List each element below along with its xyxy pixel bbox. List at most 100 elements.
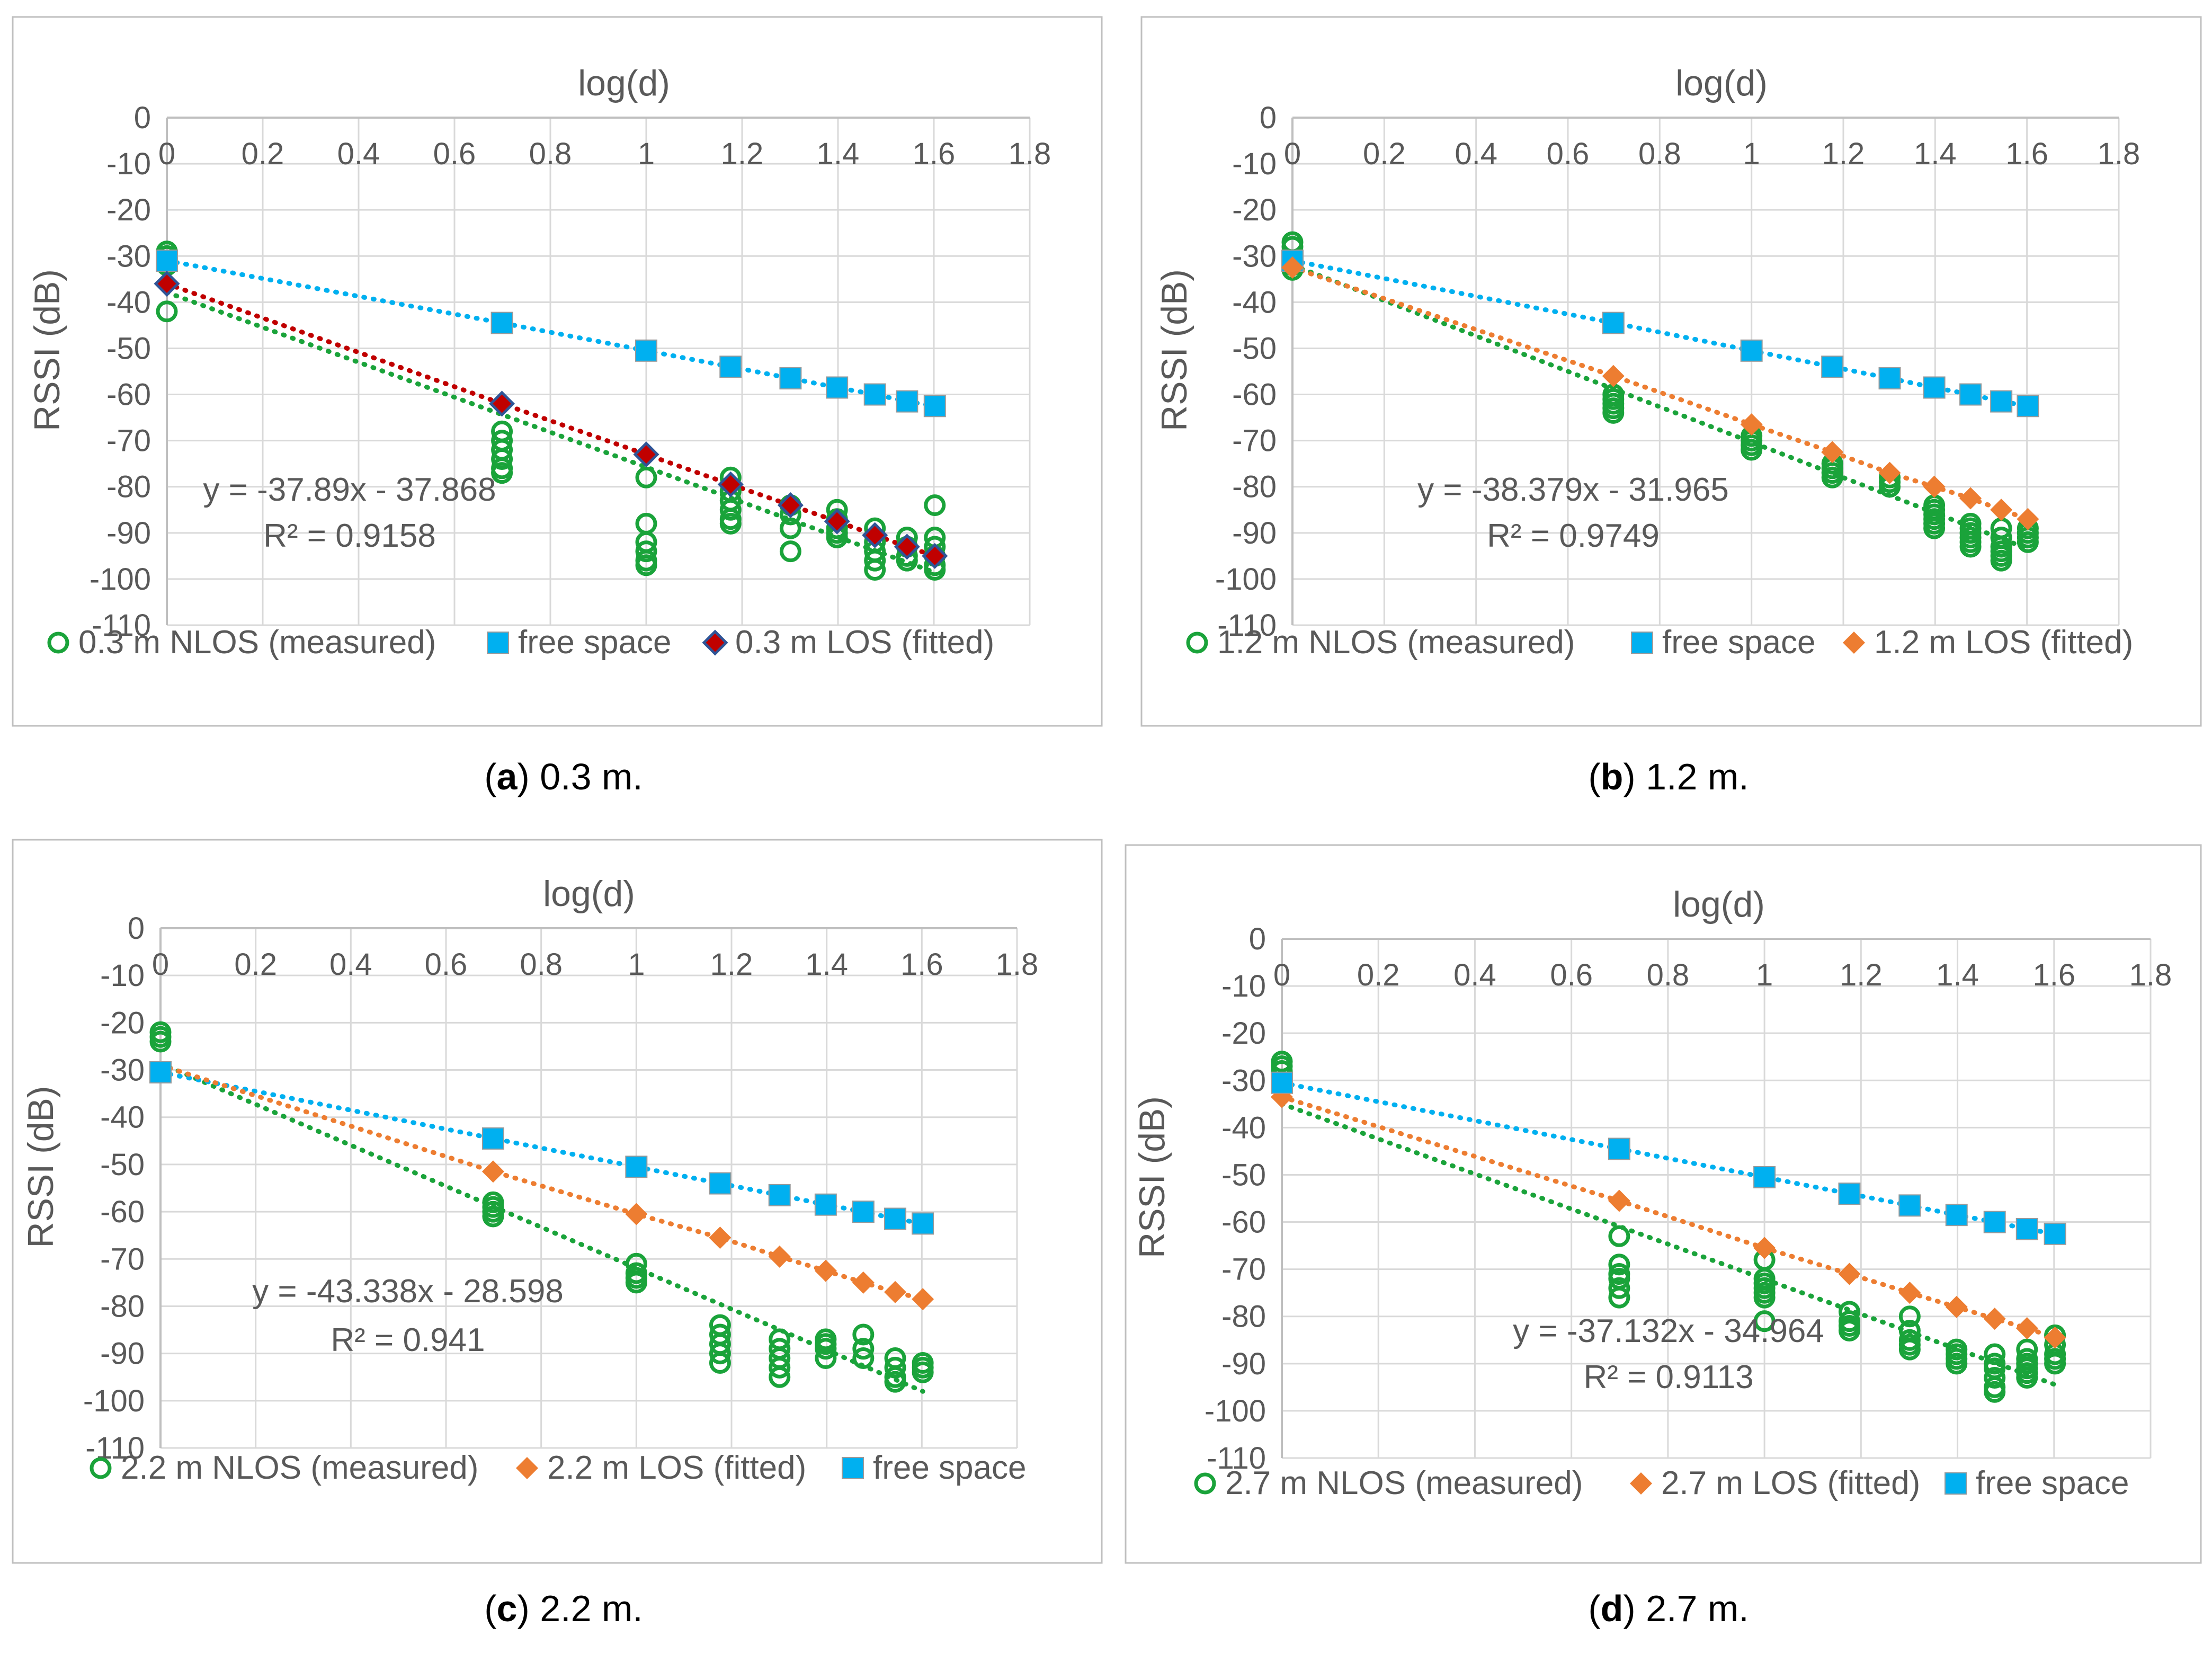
x-tick-label: 1.6 (2032, 958, 2075, 992)
y-tick-label: -10 (100, 958, 145, 993)
free-space-point (1990, 390, 2013, 413)
measured-point (1984, 1343, 2006, 1365)
caption-paren-close: ) (1623, 1588, 1646, 1629)
y-axis-label: RSSI (dB) (1132, 1096, 1172, 1258)
chart-frame (1125, 844, 2202, 1564)
free-space-point (719, 356, 742, 378)
y-tick-label: -60 (1232, 378, 1277, 412)
measured-point (1602, 402, 1625, 424)
measured-trendline (1290, 262, 2030, 552)
free-space-point (156, 249, 178, 272)
x-tick-label: 0 (1273, 958, 1290, 992)
measured-point (1923, 517, 1946, 539)
legend-entry-label: 0.3 m LOS (fitted) (735, 624, 994, 661)
caption-paren-close: ) (517, 756, 540, 797)
measured-point (864, 549, 886, 572)
fitted-point (633, 441, 659, 468)
y-tick-label: -20 (106, 193, 151, 227)
y-tick-label: -110 (92, 608, 151, 643)
free-space-point (768, 1184, 791, 1206)
y-tick-label: 0 (128, 911, 145, 946)
y-tick-label: -100 (1205, 1394, 1266, 1428)
fitted-point (922, 543, 948, 569)
free-space-point (896, 390, 918, 413)
caption-text: 0.3 m. (540, 756, 643, 797)
y-tick-label: -90 (100, 1337, 145, 1371)
trendline-equation: y = -43.338x - 28.598 (252, 1273, 564, 1310)
legend-measured-marker (1194, 1472, 1216, 1495)
fitted-point (768, 1245, 791, 1268)
y-tick-label: -30 (1221, 1063, 1266, 1098)
x-tick-label: 0.4 (1455, 137, 1497, 171)
y-tick-label: -50 (100, 1148, 145, 1182)
legend: 0.3 m NLOS (measured) free space 0.3 m LOS… (47, 624, 994, 661)
measured-point (2044, 1353, 2066, 1375)
trendline-equation: y = -37.89x - 37.868 (203, 472, 496, 508)
chart-panel-b: 0 0.2 0.4 0.6 0.8 1 1.2 1.4 1.6 1.80-10-20-30-40-… (1140, 16, 2202, 727)
fitted-trendline (164, 281, 938, 558)
panel-caption: (d) 2.7 m. (1588, 1588, 1749, 1629)
fitted-point (1923, 475, 1946, 498)
measured-point (769, 1366, 791, 1388)
y-tick-label: -30 (106, 239, 151, 273)
legend-measured-marker (1186, 632, 1208, 654)
fitted-point (1821, 441, 1844, 464)
measured-point (779, 517, 801, 539)
measured-point (769, 1356, 791, 1379)
fitted-point (1990, 499, 2013, 521)
fitted-point (1740, 413, 1763, 436)
panel-caption: (a) 0.3 m. (484, 756, 643, 797)
legend-entry-label: 2.7 m NLOS (measured) (1225, 1465, 1583, 1501)
r-squared-label: R² = 0.9749 (1487, 518, 1660, 554)
measured-point (1898, 1305, 1921, 1328)
free-space-point (814, 1193, 837, 1216)
legend-free-space-marker (1945, 1472, 1967, 1495)
y-tick-label: -60 (100, 1195, 145, 1229)
y-tick-label: -90 (106, 516, 151, 550)
chart-frame (1140, 16, 2202, 727)
caption-paren-open: ( (1588, 1588, 1600, 1629)
measured-point (149, 1030, 172, 1053)
y-tick-label: -80 (1232, 470, 1277, 504)
free-space-point (2044, 1222, 2066, 1245)
x-tick-label: 0.2 (1357, 958, 1400, 992)
fitted-point (912, 1288, 934, 1311)
x-tick-label: 1 (1743, 137, 1760, 171)
fitted-point (1838, 1263, 1861, 1285)
y-axis-label: RSSI (dB) (27, 269, 67, 431)
free-space-point (1838, 1183, 1861, 1205)
x-tick-label: 1.8 (2129, 958, 2172, 992)
free-space-point (826, 376, 849, 399)
y-tick-label: -40 (106, 285, 151, 319)
free-space-point (625, 1156, 648, 1178)
measured-point (1984, 1367, 2006, 1389)
y-tick-label: -70 (1232, 424, 1277, 458)
legend-entry-label: free space (1662, 624, 1816, 661)
x-tick-label: 1.4 (817, 137, 860, 171)
y-tick-label: -100 (90, 562, 151, 597)
free-space-point (1608, 1137, 1630, 1160)
fitted-point (1959, 487, 1982, 510)
x-tick-label: 1.6 (913, 137, 956, 171)
measured-point (1990, 549, 2012, 572)
measured-point (1608, 1254, 1630, 1276)
y-tick-label: -110 (1217, 608, 1277, 643)
y-tick-label: -70 (106, 424, 151, 458)
y-tick-label: -20 (1232, 193, 1277, 227)
y-tick-label: -70 (1221, 1252, 1266, 1287)
free-space-point (490, 312, 513, 334)
y-tick-label: -40 (1221, 1110, 1266, 1145)
y-tick-label: -90 (1221, 1347, 1266, 1381)
fitted-point (154, 270, 180, 297)
measured-point (156, 300, 178, 323)
x-tick-label: 1.4 (1936, 958, 1979, 992)
fitted-point (1898, 1282, 1921, 1304)
r-squared-label: R² = 0.941 (331, 1322, 485, 1358)
x-tick-label: 1.6 (900, 947, 943, 982)
fitted-point (1281, 256, 1304, 279)
fitted-point (2044, 1326, 2066, 1349)
measured-point (625, 1272, 647, 1294)
legend-entry-label: free space (518, 624, 672, 661)
y-tick-label: -30 (100, 1053, 145, 1088)
